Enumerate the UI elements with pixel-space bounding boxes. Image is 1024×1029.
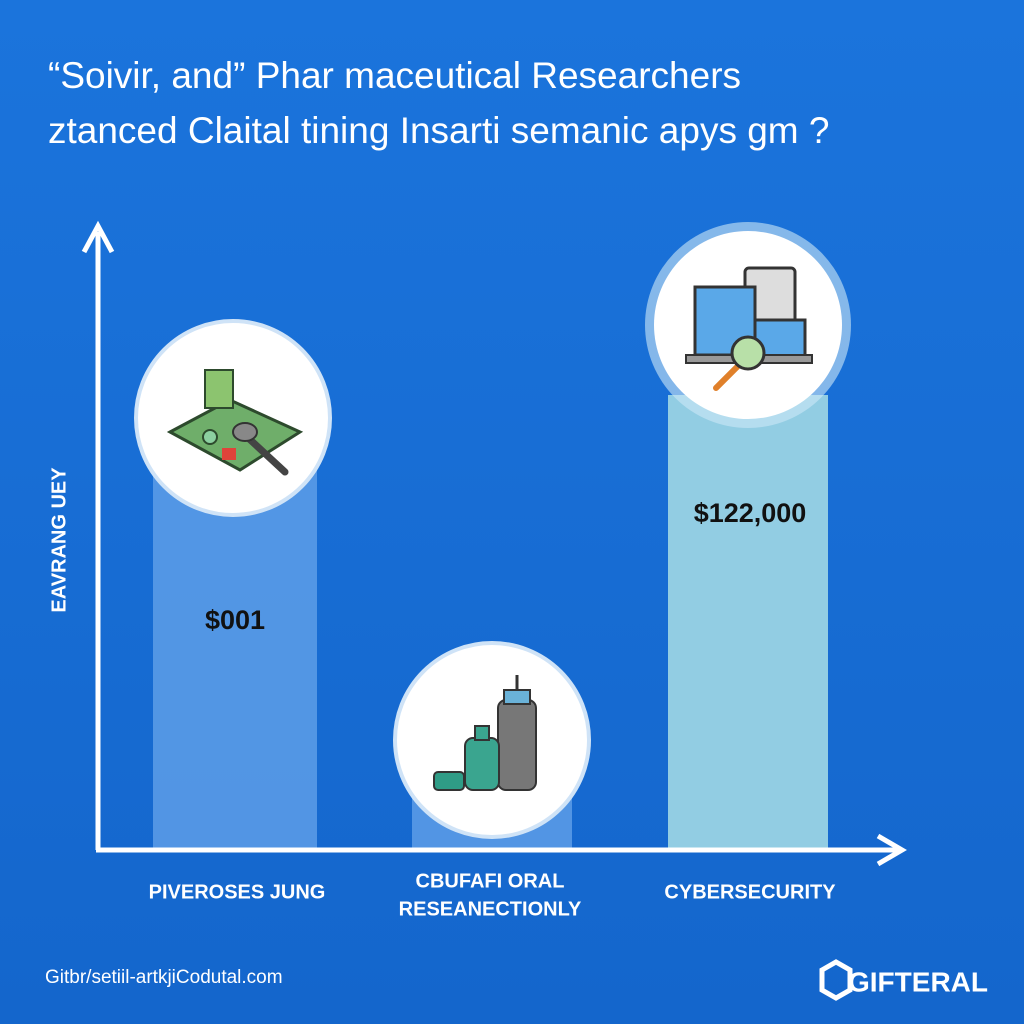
bar [153,470,317,850]
icon-bottles [433,675,537,791]
icon-circuit [166,369,304,476]
category-label: PIVEROSES JUNG [149,881,326,903]
icon-devices [685,266,813,391]
footer-brand: GIFTERAL [848,966,988,997]
value-label: $001 [205,605,265,635]
title-line: ztanced Claital tining Insarti semanic a… [48,110,829,151]
bar [668,395,828,850]
x-axis-arrow [876,833,907,867]
category-label: CBUFAFI ORAL [416,870,565,892]
y-axis-arrow [81,220,115,254]
title-line: “Soivir, and” Phar maceutical Researcher… [48,55,741,96]
value-label: $122,000 [694,498,807,528]
category-label: CYBERSECURITY [664,881,836,903]
footer-url: Gitbr/setiil-artkjiCodutal.com [45,967,283,988]
y-axis-label: EAVRANG UEY [48,467,70,613]
category-label: RESEANECTIONLY [399,898,582,920]
brand-logo [819,959,853,1001]
